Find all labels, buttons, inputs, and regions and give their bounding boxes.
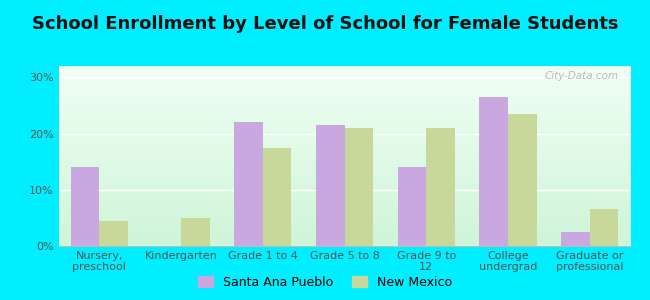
Bar xyxy=(426,128,455,246)
Bar xyxy=(508,114,536,246)
Text: School Enrollment by Level of School for Female Students: School Enrollment by Level of School for… xyxy=(32,15,618,33)
Text: City-Data.com: City-Data.com xyxy=(545,71,619,81)
Bar xyxy=(71,167,99,246)
Bar xyxy=(561,232,590,246)
Bar xyxy=(181,218,210,246)
Bar xyxy=(590,209,618,246)
Bar xyxy=(99,221,128,246)
Bar xyxy=(316,125,344,246)
Bar xyxy=(263,148,291,246)
Bar xyxy=(398,167,426,246)
Bar xyxy=(479,97,508,246)
Bar xyxy=(344,128,373,246)
Legend: Santa Ana Pueblo, New Mexico: Santa Ana Pueblo, New Mexico xyxy=(193,271,457,294)
Bar xyxy=(234,122,263,246)
